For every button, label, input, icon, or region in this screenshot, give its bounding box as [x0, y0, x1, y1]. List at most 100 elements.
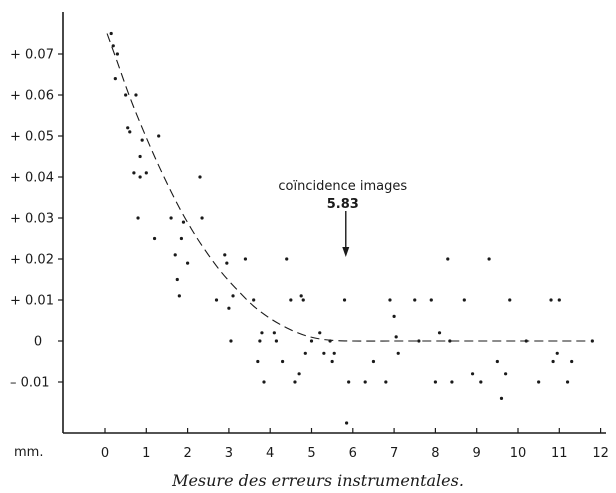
data-point — [173, 253, 177, 257]
y-tick-label: + 0.06 — [10, 89, 54, 104]
annotation: coïncidence images 5.83 — [278, 179, 407, 257]
data-point — [186, 261, 190, 265]
data-point — [537, 380, 541, 384]
data-point — [345, 421, 349, 425]
data-point — [260, 331, 264, 335]
data-point — [303, 351, 307, 355]
data-point — [243, 257, 248, 261]
data-point — [549, 298, 553, 302]
data-point — [322, 351, 326, 355]
data-point — [301, 298, 305, 302]
data-point — [590, 339, 594, 343]
data-point — [384, 380, 388, 384]
y-tick-label: + 0.04 — [10, 171, 54, 186]
data-point — [342, 298, 347, 302]
data-point — [413, 298, 417, 302]
y-tick-label: + 0.01 — [10, 294, 54, 309]
y-tick-label: + 0.03 — [10, 212, 54, 227]
data-point — [132, 171, 136, 175]
data-point — [258, 339, 262, 343]
x-ticks: 0 1 2 3 4 5 6 7 8 9 10 11 12 — [101, 428, 609, 461]
axes — [62, 12, 606, 434]
annotation-label: coïncidence images — [278, 179, 407, 194]
data-point — [299, 294, 303, 298]
data-point — [462, 298, 466, 302]
data-point — [285, 257, 289, 261]
data-point — [126, 126, 130, 130]
data-point — [470, 372, 475, 376]
data-points — [109, 31, 594, 425]
data-point — [256, 359, 260, 364]
data-point — [109, 31, 113, 36]
x-unit-label: mm. — [14, 445, 43, 460]
x-tick-label: 5 — [307, 446, 315, 461]
data-point — [169, 216, 173, 220]
y-tick-label: 0 — [34, 335, 42, 350]
data-point — [152, 236, 157, 241]
data-point — [200, 216, 204, 220]
data-point — [181, 220, 186, 224]
y-tick-label: + 0.07 — [10, 48, 54, 63]
y-tick-label: + 0.02 — [10, 253, 54, 268]
data-point — [297, 372, 301, 376]
y-ticks: + 0.07 + 0.06 + 0.05 + 0.04 + 0.03 + 0.02 + 0.… — [10, 48, 63, 391]
y-tick-label: + 0.05 — [10, 130, 54, 145]
data-point — [179, 236, 184, 241]
x-tick-label: 0 — [101, 446, 109, 461]
annotation-arrowhead — [342, 247, 350, 257]
data-point — [229, 339, 233, 343]
x-tick-label: 3 — [225, 446, 233, 461]
data-point — [134, 93, 138, 97]
data-point — [388, 298, 392, 302]
data-point — [570, 359, 574, 364]
data-point — [499, 396, 504, 400]
data-point — [280, 359, 285, 364]
data-point — [504, 372, 508, 376]
fit-curve — [106, 33, 589, 342]
data-point — [223, 253, 227, 257]
data-point — [225, 261, 229, 265]
data-point — [309, 339, 314, 343]
data-point — [115, 52, 119, 56]
data-point — [446, 257, 450, 261]
data-point — [524, 339, 528, 343]
data-point — [262, 380, 266, 384]
data-point — [557, 298, 561, 302]
data-point — [433, 380, 437, 384]
data-point — [363, 380, 367, 384]
data-point — [318, 331, 322, 335]
data-point — [177, 294, 181, 298]
chart-caption: Mesure des erreurs instrumentales. — [171, 471, 464, 490]
data-point — [330, 359, 334, 364]
x-tick-label: 1 — [142, 446, 150, 461]
x-tick-label: 10 — [510, 446, 527, 461]
data-point — [157, 134, 161, 138]
data-point — [328, 339, 332, 343]
x-tick-label: 9 — [473, 446, 481, 461]
data-point — [198, 175, 202, 179]
data-point — [371, 359, 376, 364]
data-point — [508, 298, 512, 302]
data-point — [136, 216, 140, 220]
x-tick-label: 6 — [349, 446, 357, 461]
data-point — [437, 331, 442, 335]
data-point — [293, 380, 297, 384]
x-tick-label: 2 — [183, 446, 191, 461]
data-point — [429, 298, 433, 302]
x-tick-label: 12 — [592, 446, 609, 461]
data-point — [231, 294, 235, 298]
data-point — [394, 335, 398, 339]
data-point — [479, 380, 483, 384]
data-point — [448, 339, 452, 343]
data-point — [392, 314, 396, 318]
data-point — [487, 257, 491, 261]
data-point — [551, 359, 555, 364]
data-point — [347, 380, 351, 384]
data-point — [138, 154, 142, 159]
data-point — [144, 171, 148, 175]
data-point — [417, 339, 421, 343]
data-point — [175, 277, 179, 282]
x-tick-label: 8 — [431, 446, 439, 461]
x-tick-label: 4 — [266, 446, 274, 461]
